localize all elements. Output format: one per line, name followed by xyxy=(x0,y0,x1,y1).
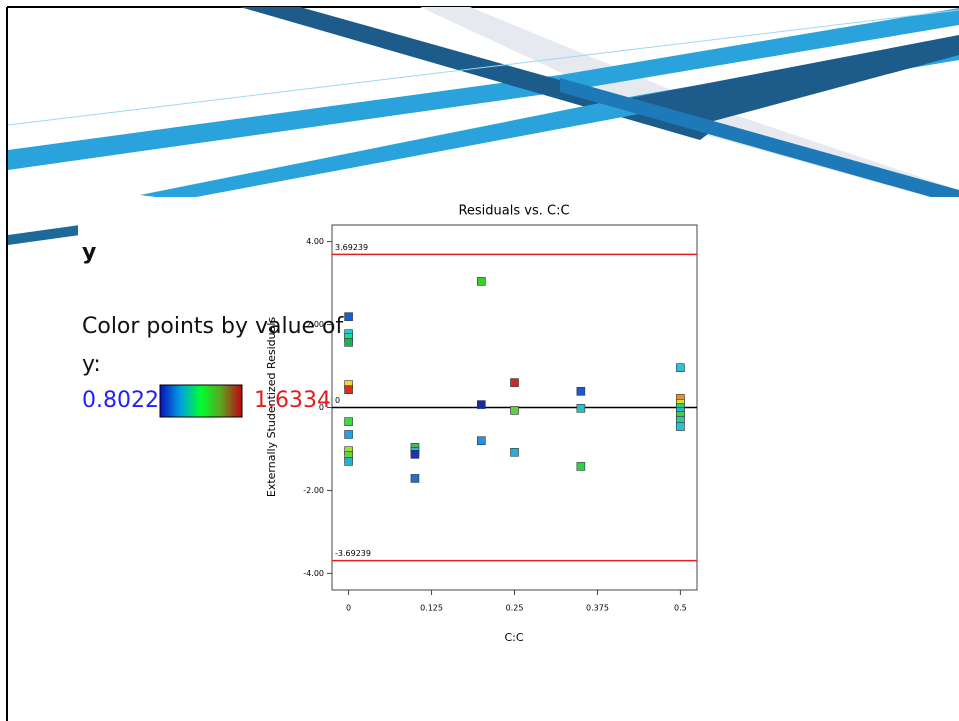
point xyxy=(411,450,419,458)
point xyxy=(511,406,519,414)
point xyxy=(511,379,519,387)
color-bar xyxy=(160,385,242,417)
y-tick-label: -2.00 xyxy=(303,486,324,495)
x-axis-label: C:C xyxy=(504,631,523,644)
point xyxy=(511,448,519,456)
legend-title: y xyxy=(82,240,96,265)
point xyxy=(345,430,353,438)
point xyxy=(577,387,585,395)
point xyxy=(477,437,485,445)
x-tick-label: 0.125 xyxy=(420,604,443,613)
x-tick-label: 0.5 xyxy=(674,604,687,613)
reference-label: -3.69239 xyxy=(335,549,371,558)
legend-text: Color points by value of xyxy=(82,314,343,339)
point xyxy=(345,418,353,426)
reference-label: 0 xyxy=(335,396,340,405)
point xyxy=(577,404,585,412)
point xyxy=(676,364,684,372)
legend-min: 0.8022 xyxy=(82,388,159,413)
y-tick-label: -4.00 xyxy=(303,569,324,578)
legend-text: y: xyxy=(82,352,101,377)
chart-title: Residuals vs. C:C xyxy=(458,204,569,219)
chart: Residuals vs. C:C C:C Externally Student… xyxy=(0,0,959,721)
point xyxy=(577,462,585,470)
point xyxy=(477,401,485,409)
x-tick-label: 0.375 xyxy=(586,604,609,613)
point xyxy=(676,423,684,431)
point xyxy=(477,277,485,285)
point xyxy=(411,474,419,482)
point xyxy=(345,313,353,321)
x-tick-label: 0.25 xyxy=(506,604,524,613)
x-tick-label: 0 xyxy=(346,604,351,613)
point xyxy=(345,338,353,346)
y-tick-label: 4.00 xyxy=(306,237,324,246)
point xyxy=(345,457,353,465)
point xyxy=(345,386,353,394)
reference-label: 3.69239 xyxy=(335,243,368,252)
legend-max: 1.6334 xyxy=(254,388,331,413)
slide: Residuals vs. C:C C:C Externally Student… xyxy=(0,0,959,721)
